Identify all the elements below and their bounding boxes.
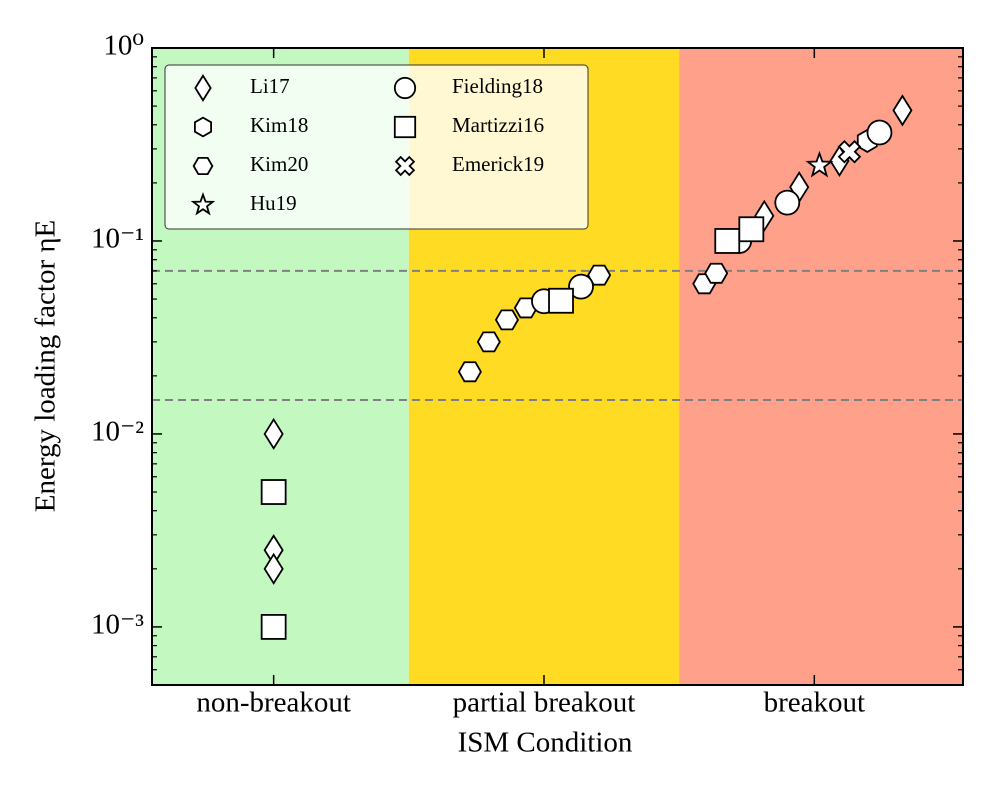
marker bbox=[194, 116, 212, 138]
marker bbox=[494, 309, 519, 331]
x-tick-label: non-breakout bbox=[196, 687, 351, 719]
marker bbox=[263, 417, 284, 451]
y-tick-label: 10⁻¹ bbox=[91, 223, 144, 255]
marker bbox=[587, 264, 612, 286]
marker bbox=[263, 552, 284, 585]
x-tick-label: breakout bbox=[764, 687, 865, 719]
y-tick-label: 10⁻² bbox=[91, 416, 144, 448]
x-tick-label: partial breakout bbox=[453, 687, 636, 719]
region bbox=[679, 48, 963, 685]
legend-label: Li17 bbox=[250, 74, 290, 98]
plot-frame bbox=[151, 47, 964, 686]
marker bbox=[774, 189, 801, 216]
marker bbox=[738, 216, 765, 243]
marker bbox=[192, 157, 214, 175]
marker bbox=[393, 76, 417, 100]
legend-label: Hu19 bbox=[250, 191, 297, 215]
legend-label: Kim18 bbox=[250, 113, 308, 137]
x-axis-label: ISM Condition bbox=[458, 727, 633, 759]
marker bbox=[476, 331, 501, 353]
marker bbox=[754, 199, 775, 232]
y-tick-label: 10⁻³ bbox=[91, 609, 144, 641]
marker bbox=[866, 119, 893, 146]
marker bbox=[892, 94, 913, 127]
marker bbox=[548, 287, 574, 314]
legend-box bbox=[164, 64, 589, 230]
legend-label: Emerick19 bbox=[452, 152, 544, 176]
legend-label: Martizzi16 bbox=[452, 113, 544, 137]
marker bbox=[260, 479, 287, 505]
marker bbox=[714, 228, 741, 254]
legend: Li17 Kim18 Kim20 Hu19 Fielding18 Martizzi16 Em… bbox=[164, 64, 589, 230]
marker bbox=[837, 139, 862, 164]
marker bbox=[568, 273, 594, 300]
marker bbox=[393, 115, 417, 139]
y-axis-label: Energy loading factor ηE bbox=[30, 220, 62, 512]
marker bbox=[704, 262, 729, 284]
marker bbox=[394, 155, 416, 177]
legend-label: Fielding18 bbox=[452, 74, 543, 98]
marker bbox=[805, 150, 834, 178]
marker bbox=[260, 614, 287, 640]
marker bbox=[457, 361, 482, 383]
y-tick-label: 10⁰ bbox=[103, 30, 144, 62]
marker bbox=[190, 192, 216, 216]
marker bbox=[194, 74, 212, 102]
legend-label: Kim20 bbox=[250, 152, 308, 176]
